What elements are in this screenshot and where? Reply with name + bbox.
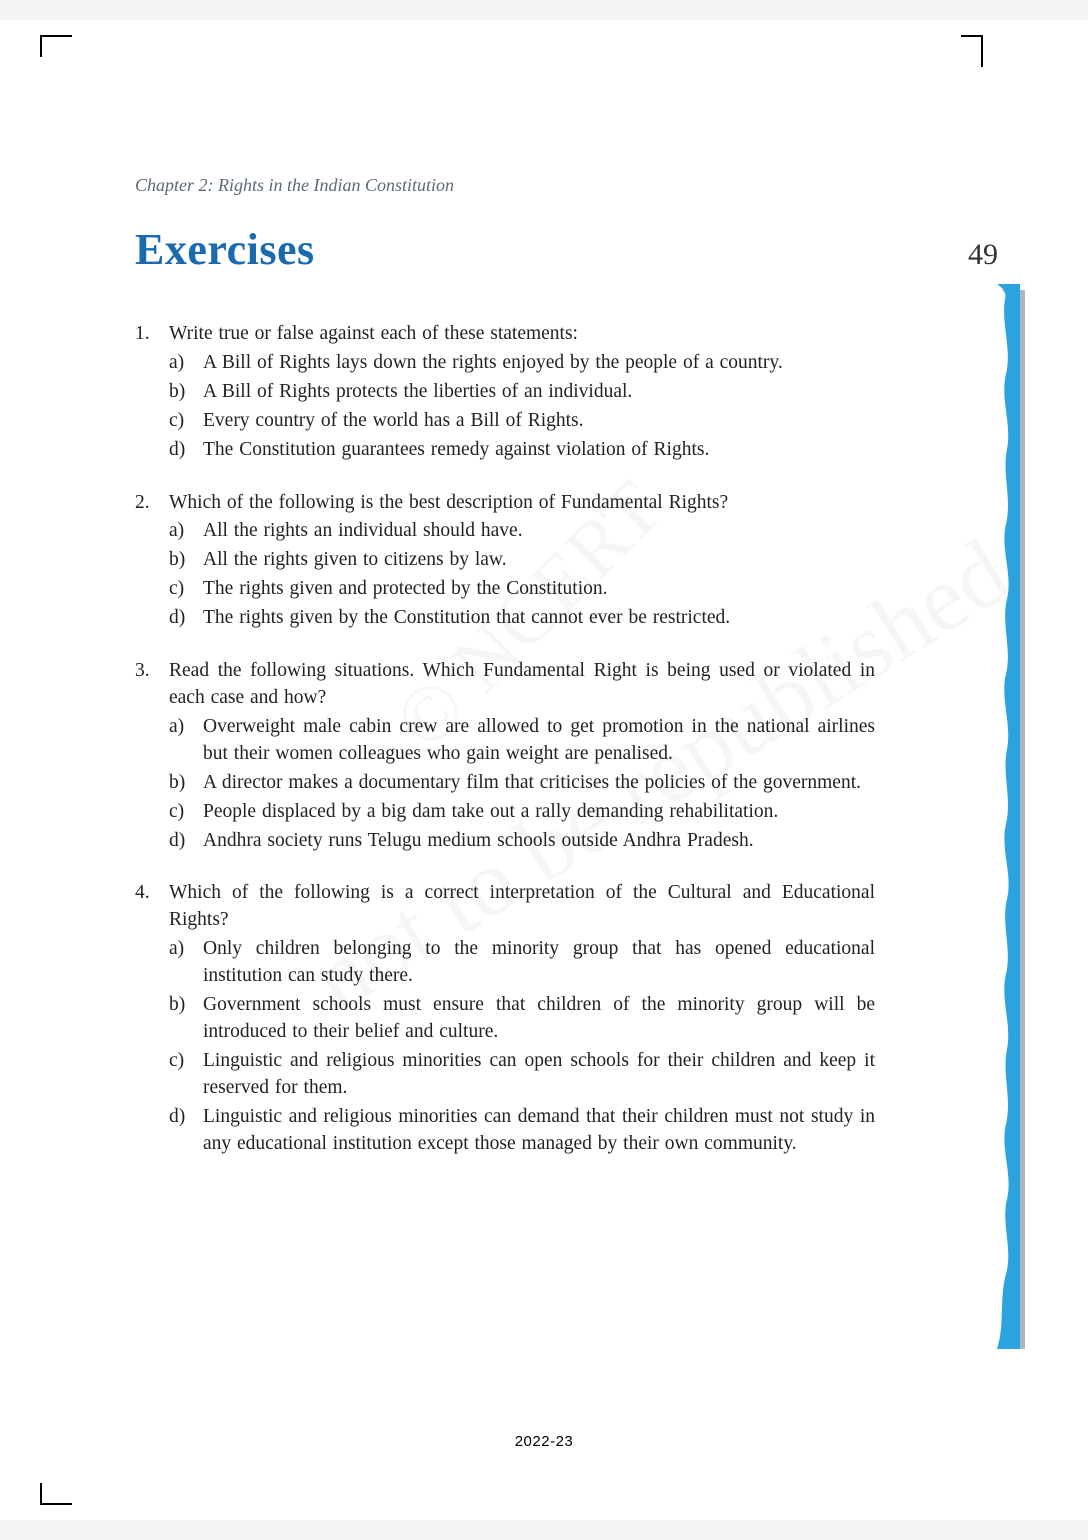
sub-letter: b) [169, 379, 203, 406]
sub-item: c)Every country of the world has a Bill … [169, 408, 875, 435]
sub-item: a)Only children belonging to the minorit… [169, 936, 875, 990]
sub-letter: c) [169, 408, 203, 435]
content-body: 1.Write true or false against each of th… [135, 321, 875, 1157]
side-stripe-icon [993, 284, 1028, 1349]
sub-text: All the rights given to citizens by law. [203, 547, 875, 574]
exercises-title: Exercises [135, 224, 315, 275]
sub-text: Linguistic and religious minorities can … [203, 1048, 875, 1102]
sub-letter: b) [169, 770, 203, 797]
question: 4.Which of the following is a correct in… [135, 880, 875, 1157]
page: not to be republished © NCERT Chapter 2:… [0, 20, 1088, 1520]
question-body: Write true or false against each of thes… [169, 321, 875, 464]
sub-text: Andhra society runs Telugu medium school… [203, 828, 875, 855]
question: 3.Read the following situations. Which F… [135, 658, 875, 854]
footer-year: 2022-23 [515, 1433, 574, 1450]
sub-text: The rights given by the Constitution tha… [203, 605, 875, 632]
sub-item: c)The rights given and protected by the … [169, 576, 875, 603]
question-number: 1. [135, 321, 169, 464]
page-number: 49 [968, 238, 998, 272]
sub-item: d)The Constitution guarantees remedy aga… [169, 437, 875, 464]
sub-text: The Constitution guarantees remedy again… [203, 437, 875, 464]
question-stem: Read the following situations. Which Fun… [169, 658, 875, 712]
sub-letter: d) [169, 828, 203, 855]
question-number: 2. [135, 490, 169, 633]
sub-letter: b) [169, 992, 203, 1046]
crop-mark-icon [40, 35, 72, 57]
sub-text: A Bill of Rights lays down the rights en… [203, 350, 875, 377]
sub-letter: a) [169, 714, 203, 768]
sub-letter: d) [169, 437, 203, 464]
sub-text: Linguistic and religious minorities can … [203, 1104, 875, 1158]
sub-letter: b) [169, 547, 203, 574]
sub-item: b)Government schools must ensure that ch… [169, 992, 875, 1046]
heading-row: Exercises 49 [135, 224, 1008, 275]
sub-text: The rights given and protected by the Co… [203, 576, 875, 603]
question-body: Which of the following is a correct inte… [169, 880, 875, 1157]
crop-mark-icon [40, 1483, 72, 1505]
sub-item: b)A Bill of Rights protects the libertie… [169, 379, 875, 406]
sub-letter: d) [169, 1104, 203, 1158]
sub-letter: c) [169, 1048, 203, 1102]
question-number: 4. [135, 880, 169, 1157]
question: 2.Which of the following is the best des… [135, 490, 875, 633]
question-number: 3. [135, 658, 169, 854]
sub-text: Only children belonging to the minority … [203, 936, 875, 990]
sub-item: b)All the rights given to citizens by la… [169, 547, 875, 574]
sub-letter: c) [169, 576, 203, 603]
sub-text: A director makes a documentary film that… [203, 770, 875, 797]
question-stem: Which of the following is a correct inte… [169, 880, 875, 934]
question-stem: Which of the following is the best descr… [169, 490, 875, 517]
sub-text: Overweight male cabin crew are allowed t… [203, 714, 875, 768]
sub-item: c)People displaced by a big dam take out… [169, 799, 875, 826]
sub-text: All the rights an individual should have… [203, 518, 875, 545]
sub-item: b)A director makes a documentary film th… [169, 770, 875, 797]
sub-letter: a) [169, 518, 203, 545]
sub-item: a)Overweight male cabin crew are allowed… [169, 714, 875, 768]
sub-letter: a) [169, 936, 203, 990]
sub-text: Government schools must ensure that chil… [203, 992, 875, 1046]
sub-text: Every country of the world has a Bill of… [203, 408, 875, 435]
question: 1.Write true or false against each of th… [135, 321, 875, 464]
question-body: Which of the following is the best descr… [169, 490, 875, 633]
sub-item: d)Linguistic and religious minorities ca… [169, 1104, 875, 1158]
sub-item: d)Andhra society runs Telugu medium scho… [169, 828, 875, 855]
sub-letter: a) [169, 350, 203, 377]
sub-item: a)A Bill of Rights lays down the rights … [169, 350, 875, 377]
sub-letter: c) [169, 799, 203, 826]
sub-text: People displaced by a big dam take out a… [203, 799, 875, 826]
sub-item: c)Linguistic and religious minorities ca… [169, 1048, 875, 1102]
sub-item: a)All the rights an individual should ha… [169, 518, 875, 545]
crop-mark-icon [961, 35, 983, 67]
sub-text: A Bill of Rights protects the liberties … [203, 379, 875, 406]
question-stem: Write true or false against each of thes… [169, 321, 875, 348]
chapter-label: Chapter 2: Rights in the Indian Constitu… [135, 175, 1008, 196]
sub-letter: d) [169, 605, 203, 632]
question-body: Read the following situations. Which Fun… [169, 658, 875, 854]
sub-item: d)The rights given by the Constitution t… [169, 605, 875, 632]
